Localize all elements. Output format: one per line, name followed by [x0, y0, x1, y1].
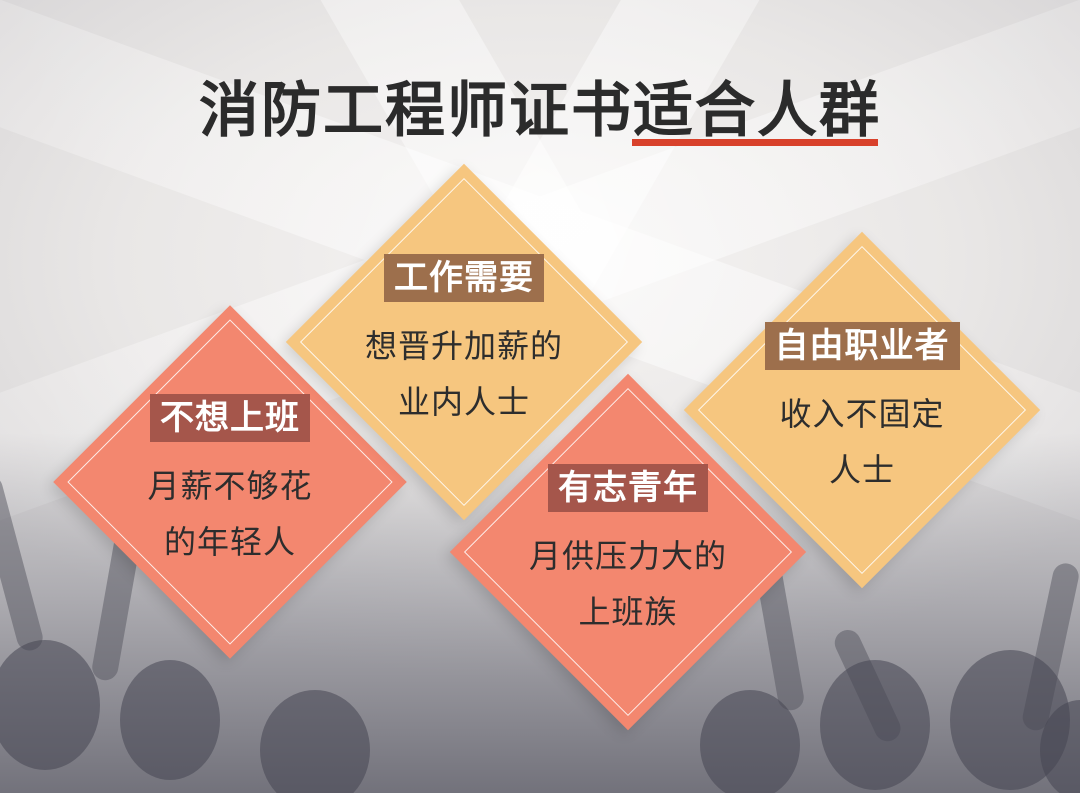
card-ambitious-youth: 有志青年 月供压力大的 上班族 — [448, 372, 808, 732]
card-label: 自由职业者 — [764, 322, 960, 370]
page-title: 消防工程师证书适合人群 — [199, 76, 881, 146]
card-label: 有志青年 — [548, 464, 708, 512]
title-underline — [632, 139, 878, 146]
card-label: 不想上班 — [150, 394, 310, 442]
card-not-want-to-work: 不想上班 月薪不够花 的年轻人 — [52, 304, 408, 660]
card-work-needs: 工作需要 想晋升加薪的 业内人士 — [284, 162, 644, 522]
card-label: 工作需要 — [384, 254, 544, 302]
card-description: 收入不固定 人士 — [779, 395, 945, 489]
card-freelancer: 自由职业者 收入不固定 人士 — [682, 230, 1042, 590]
card-description: 月薪不够花 的年轻人 — [147, 467, 313, 561]
card-description: 月供压力大的 上班族 — [528, 537, 727, 631]
card-description: 想晋升加薪的 业内人士 — [364, 327, 563, 421]
